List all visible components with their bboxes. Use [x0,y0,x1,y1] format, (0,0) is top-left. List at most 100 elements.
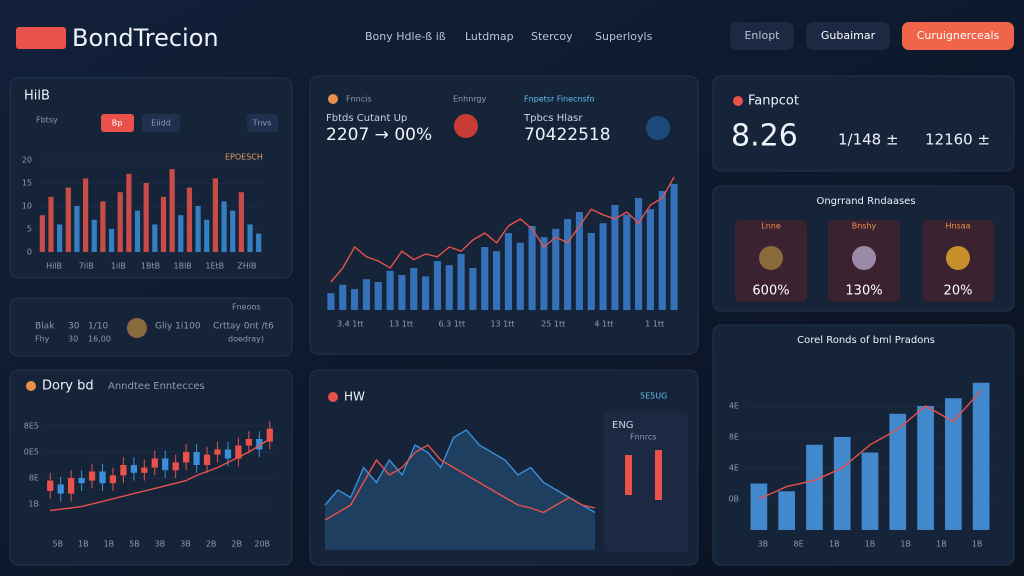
bar [117,192,123,252]
stat: 16,00 [88,335,111,344]
bar [169,169,175,252]
bar [646,209,654,310]
bar [339,284,347,310]
button[interactable] [902,22,1014,50]
stat: Blak [35,322,55,332]
value: 1/148 ± [838,131,899,149]
decor [625,455,632,495]
label: Fnnrcs [630,433,656,442]
panel-title: Corel Ronds of bml Pradons [797,335,935,346]
tab[interactable]: Tnvs [252,119,272,128]
bar [57,224,63,252]
value: 70422518 [524,125,611,145]
card-value: 130% [845,284,882,299]
tab-bg[interactable] [247,114,278,132]
area [325,430,595,550]
tab[interactable]: Fbtsy [36,116,58,125]
bar [143,183,149,252]
x-tick-label: 1BtB [141,262,160,271]
nav-item[interactable]: Bony Hdle-ß iß [365,30,446,43]
tab-bg[interactable] [142,114,180,132]
stat: 1/10 [88,322,108,332]
bar [670,184,678,310]
value: 2207 → 00% [326,125,432,145]
button-label[interactable]: Enlopt [744,29,780,42]
bar [658,191,666,310]
label: Fnpetsr Finecnsfo [524,95,594,104]
x-tick-label: 1ilB [111,262,126,271]
icon [733,96,743,106]
x-tick-label: 1B [900,540,911,549]
bar [422,276,430,310]
bar [410,268,418,310]
icon [646,116,670,140]
bar [195,206,201,252]
logo: BondTrecion [72,24,219,52]
y-tick-label: 0 [27,248,32,257]
panel [9,297,293,357]
bar [386,270,394,310]
x-tick-label: 7ilB [79,262,94,271]
bar [778,491,795,530]
candle-body [256,439,263,450]
tab-bg[interactable] [101,114,134,132]
tab[interactable]: Bp [112,119,123,128]
stat: Crttay 0nt /t6 [213,322,274,332]
y-tick-label: 10 [22,202,32,211]
x-tick-label: 3.4 1tt [337,320,364,329]
bar [212,178,218,252]
nav-item[interactable]: Superloyls [595,30,653,43]
line [324,429,596,514]
button-label[interactable]: Gubaimar [821,29,876,42]
trend-line [758,390,982,500]
button-label[interactable]: Curuignerceals [917,29,1000,42]
card-value: 600% [752,284,789,299]
x-tick-label: 8E [793,540,803,549]
bar [540,237,548,310]
nav-item[interactable]: Stercoy [531,30,573,43]
x-tick-label: 1B [972,540,983,549]
trend-line [50,438,271,512]
bar [160,196,167,252]
x-tick-label: 2B [206,540,217,549]
bar [374,282,382,310]
card-value: 20% [944,284,973,299]
x-tick-label: 1EtB [205,262,224,271]
stat: 30 [68,335,78,344]
candle-body [183,452,190,463]
y-tick-label: 1B [28,500,39,509]
nav-item[interactable]: Lutdmap [465,30,514,43]
button[interactable] [730,22,794,50]
x-tick-label: HilB [46,262,62,271]
x-tick-label: 3B [180,540,191,549]
panel-title: Ongrrand Rndaases [816,196,915,207]
panel-title: Dory bd [42,379,94,394]
y-tick-label: 4E [729,402,739,411]
card-label: Lnne [761,222,781,231]
bar [152,224,158,252]
label: ENG [612,420,634,431]
y-tick-label: 4E [729,464,739,473]
x-tick-label: 2B [231,540,242,549]
card-label: Hnsaa [945,222,970,231]
tab[interactable]: Eiidd [151,119,171,128]
card-image [759,246,783,270]
bar [575,212,583,310]
badge: EPOESCH [225,153,263,162]
bar [945,398,962,530]
candle-body [99,471,106,484]
x-tick-label: 25 1tt [541,320,565,329]
candle-body [130,465,137,473]
icon [328,392,338,402]
bar [256,233,262,252]
bar [445,265,453,310]
x-tick-label: 1B [829,540,840,549]
candle-body [68,478,75,494]
label: Fbtds Cutant Up [326,113,407,124]
bar [552,228,560,310]
button[interactable] [806,22,890,50]
stat: Fneoos [232,303,261,312]
label: Enhnrgy [453,95,486,104]
bar [635,198,643,310]
bar [750,483,768,530]
